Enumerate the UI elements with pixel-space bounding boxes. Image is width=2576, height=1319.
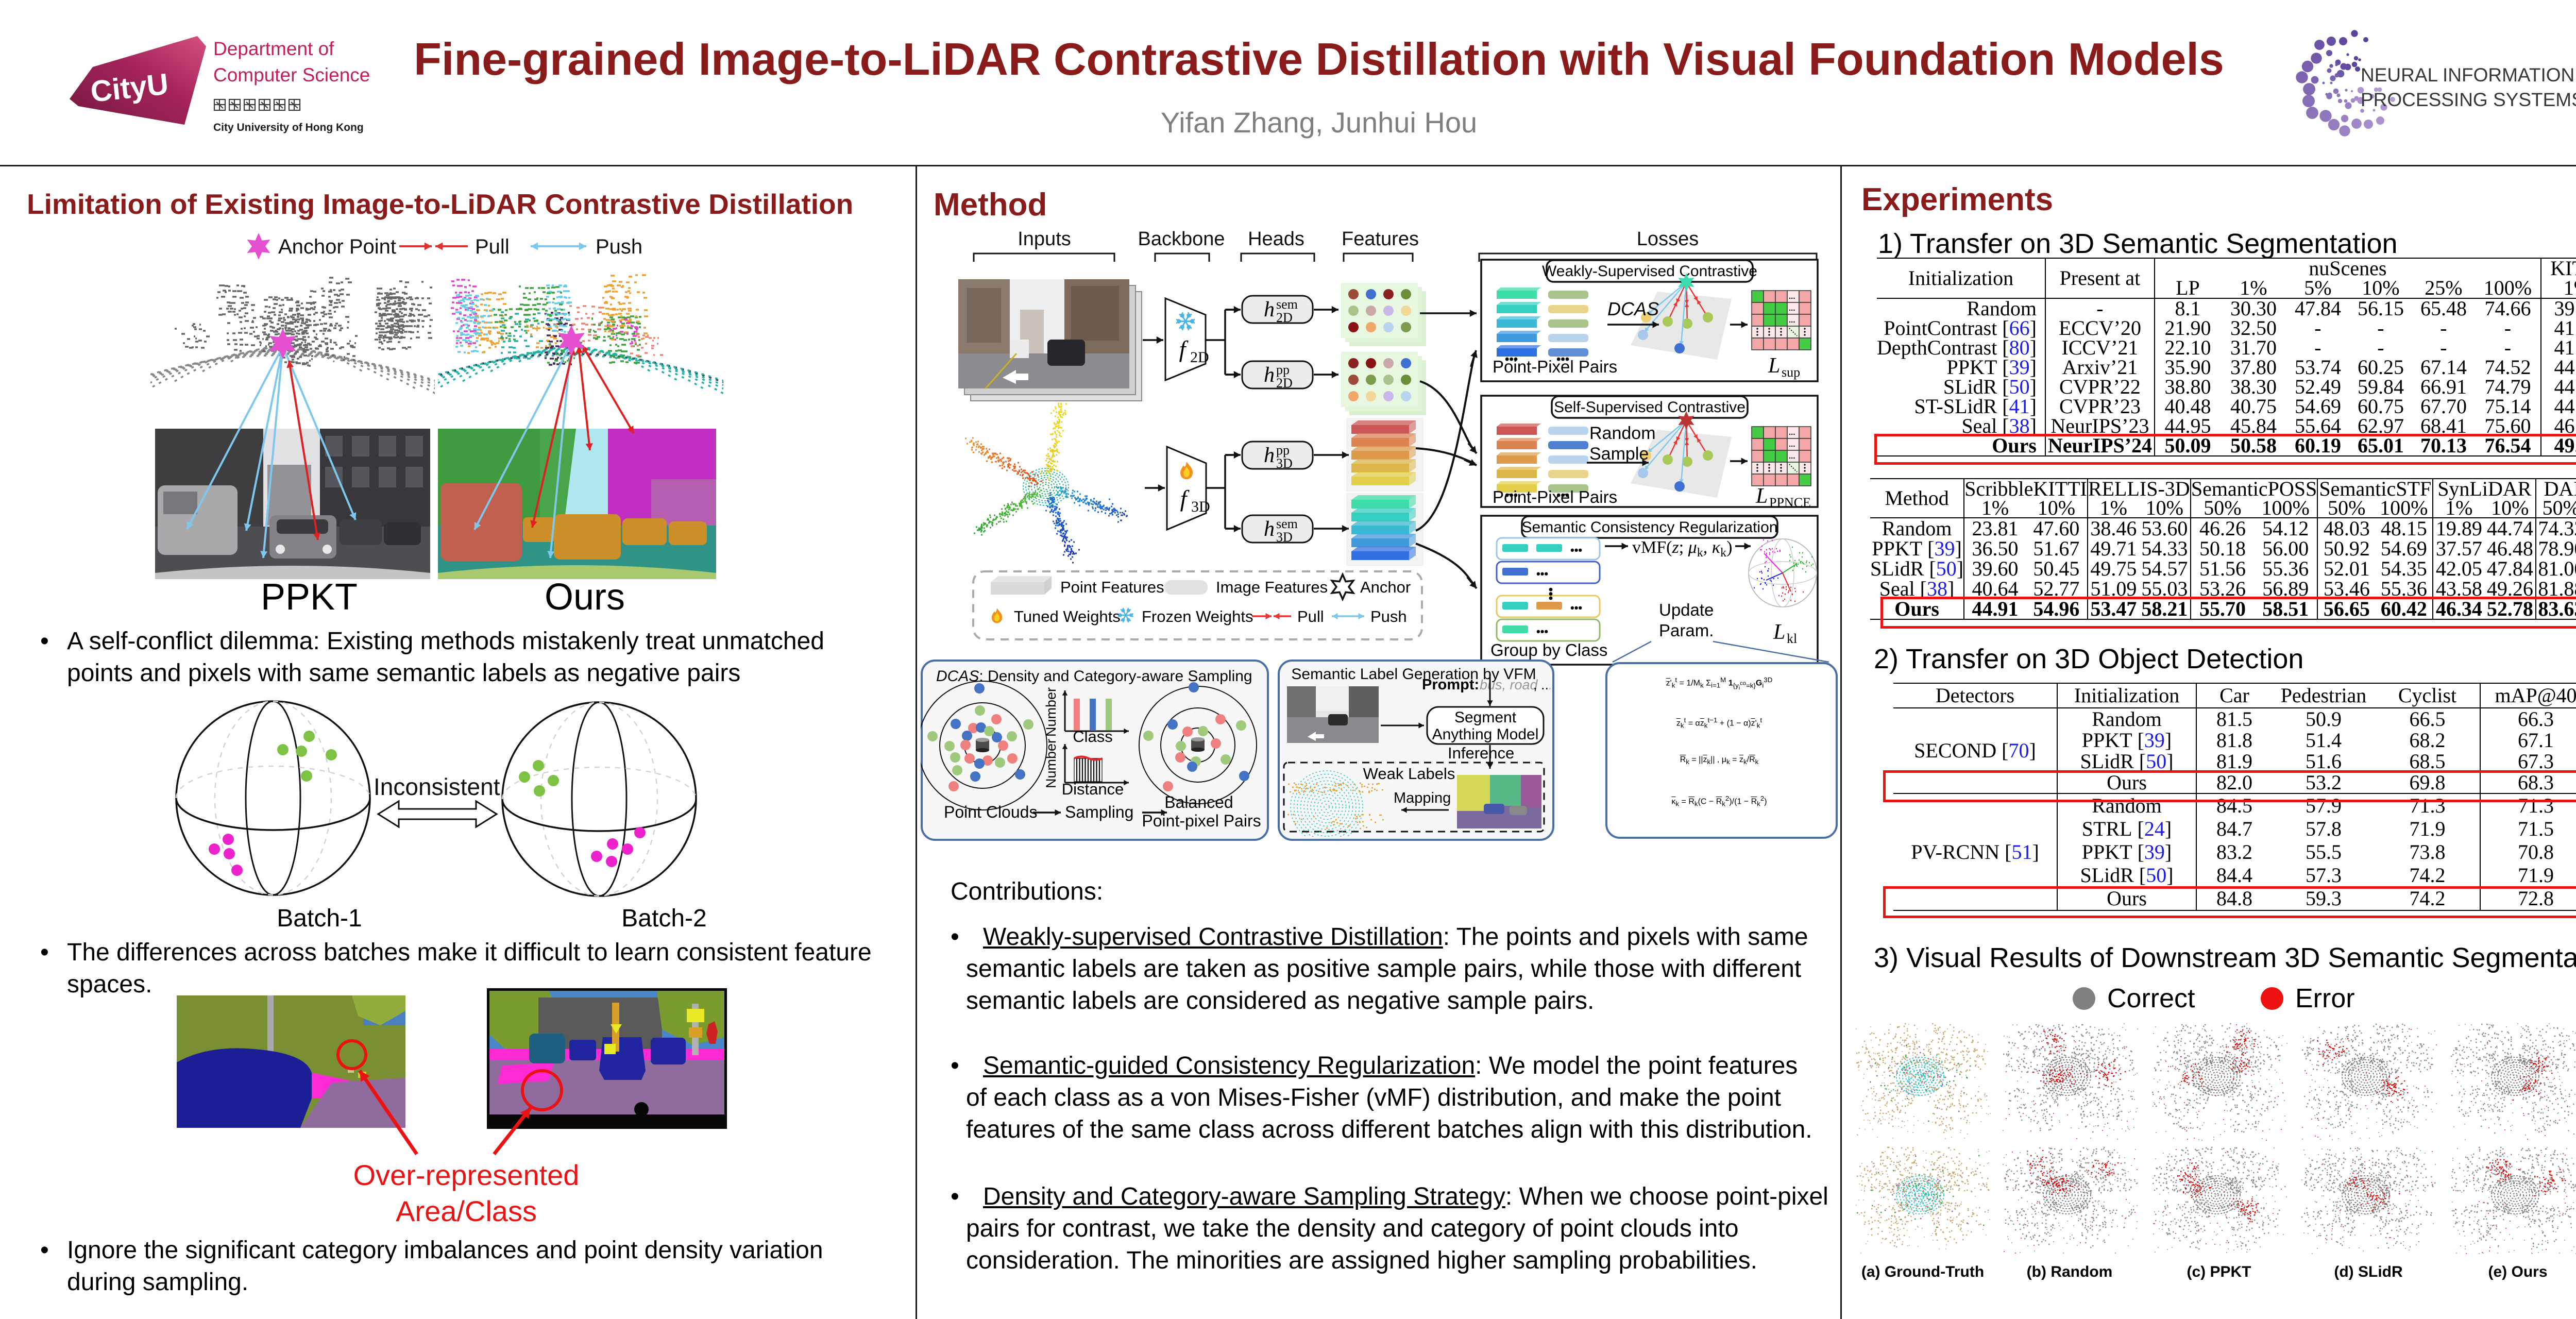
svg-text:...: ...	[1789, 292, 1795, 301]
svg-text:•••: •••	[1556, 352, 1569, 366]
svg-text:bus, road: bus, road	[1480, 677, 1538, 692]
svg-text:Losses: Losses	[1637, 228, 1699, 250]
svg-text:Segment: Segment	[1454, 709, 1517, 726]
svg-text:Anchor: Anchor	[1360, 578, 1411, 596]
svg-text:Anything Model: Anything Model	[1432, 726, 1539, 743]
svg-text:h: h	[1264, 517, 1275, 541]
svg-text:Pull: Pull	[475, 235, 510, 258]
svg-text:Class: Class	[1073, 728, 1113, 746]
svg-text:Image Features: Image Features	[1216, 578, 1328, 596]
svg-text:PPNCE: PPNCE	[1769, 495, 1811, 510]
svg-text:Semantic Label Generation by V: Semantic Label Generation by VFM	[1291, 666, 1536, 683]
svg-text:PROCESSING SYSTEMS: PROCESSING SYSTEMS	[2361, 89, 2576, 110]
svg-text:2D: 2D	[1276, 310, 1293, 325]
svg-text:L: L	[1768, 354, 1780, 378]
svg-text:sem: sem	[1276, 516, 1298, 531]
svg-text:Distance: Distance	[1062, 780, 1124, 798]
svg-text:Backbone: Backbone	[1138, 228, 1225, 250]
svg-text:Push: Push	[1370, 607, 1407, 625]
svg-text:2D: 2D	[1190, 349, 1209, 366]
svg-text:sup: sup	[1782, 365, 1800, 380]
svg-text:Correct: Correct	[2107, 984, 2195, 1013]
svg-text:sem: sem	[1276, 297, 1298, 312]
svg-text:Department of: Department of	[213, 38, 334, 59]
svg-text:3D: 3D	[1276, 456, 1293, 471]
svg-text:•••: •••	[1556, 488, 1569, 502]
svg-text:City University of Hong Kong: City University of Hong Kong	[213, 122, 364, 133]
svg-text:Sampling: Sampling	[1065, 803, 1133, 821]
svg-text:•••: •••	[1570, 544, 1582, 556]
svg-text:Balanced: Balanced	[1164, 793, 1233, 811]
svg-text:...: ...	[1789, 316, 1795, 325]
svg-text:•••: •••	[1544, 587, 1557, 600]
svg-text:Push: Push	[596, 235, 642, 258]
svg-text:...: ...	[1789, 304, 1795, 313]
svg-text:•••: •••	[1536, 625, 1548, 638]
svg-text:h: h	[1264, 444, 1275, 467]
svg-text:Self-Supervised Contrastive: Self-Supervised Contrastive	[1554, 399, 1745, 416]
svg-text:DCAS: Density and Category-awa: DCAS: Density and Category-aware Samplin…	[936, 668, 1252, 685]
svg-text:, ...: , ...	[1533, 677, 1550, 692]
svg-text:CityU: CityU	[89, 67, 170, 108]
svg-text:Error: Error	[2295, 984, 2355, 1013]
svg-text:•••: •••	[1505, 352, 1518, 366]
svg-text:Inconsistent: Inconsistent	[374, 773, 500, 800]
svg-text:kl: kl	[1787, 631, 1797, 646]
svg-text:Param.: Param.	[1659, 621, 1714, 640]
svg-text:DCAS: DCAS	[1607, 298, 1659, 319]
svg-text:•••: •••	[1570, 601, 1582, 614]
svg-text:Weak Labels: Weak Labels	[1363, 765, 1455, 783]
svg-text:Update: Update	[1659, 600, 1714, 619]
svg-text:Number: Number	[1043, 687, 1059, 737]
svg-text:Inputs: Inputs	[1018, 228, 1071, 250]
svg-text:3D: 3D	[1276, 530, 1293, 545]
svg-text:L: L	[1755, 484, 1768, 508]
svg-text:vMF(z; μk, κk): vMF(z; μk, κk)	[1632, 538, 1732, 560]
svg-text:Pull: Pull	[1297, 607, 1324, 625]
svg-text:3D: 3D	[1191, 498, 1210, 515]
svg-text:Weakly-Supervised Contrastive: Weakly-Supervised Contrastive	[1542, 263, 1757, 280]
svg-text:...: ...	[1789, 440, 1795, 449]
svg-text:h: h	[1264, 363, 1275, 387]
svg-text:Anchor Point: Anchor Point	[278, 235, 396, 258]
svg-text:h: h	[1264, 298, 1275, 322]
svg-text:pp: pp	[1276, 362, 1290, 377]
svg-text:Computer Science: Computer Science	[213, 64, 370, 86]
svg-text:2D: 2D	[1276, 376, 1293, 391]
svg-text:Sample: Sample	[1589, 444, 1649, 464]
svg-text:Frozen Weights: Frozen Weights	[1142, 607, 1253, 625]
svg-text:Number: Number	[1043, 739, 1059, 788]
svg-text:Point Clouds: Point Clouds	[944, 803, 1037, 821]
svg-text:Prompt:: Prompt:	[1422, 677, 1479, 693]
svg-text:NEURAL INFORMATION: NEURAL INFORMATION	[2361, 64, 2574, 86]
svg-text:Heads: Heads	[1248, 228, 1304, 250]
svg-text:Tuned Weights: Tuned Weights	[1014, 607, 1121, 625]
svg-text:Point Features: Point Features	[1060, 578, 1164, 596]
svg-text:L: L	[1773, 620, 1785, 644]
svg-text:Features: Features	[1342, 228, 1419, 250]
svg-text:Inference: Inference	[1448, 744, 1514, 762]
svg-text:Semantic Consistency Regulariz: Semantic Consistency Regularization	[1522, 519, 1778, 536]
svg-text:pp: pp	[1276, 443, 1290, 458]
svg-text:Point-Pixel Pairs: Point-Pixel Pairs	[1493, 487, 1617, 506]
svg-text:Point-pixel Pairs: Point-pixel Pairs	[1142, 811, 1261, 830]
svg-text:Point-Pixel Pairs: Point-Pixel Pairs	[1493, 357, 1617, 376]
svg-text:...: ...	[1789, 452, 1795, 461]
svg-text:Random: Random	[1589, 424, 1656, 443]
svg-text:Group by Class: Group by Class	[1490, 640, 1607, 660]
svg-text:Mapping: Mapping	[1394, 790, 1451, 806]
svg-text:•••: •••	[1505, 488, 1518, 502]
svg-text:•••: •••	[1536, 567, 1548, 580]
svg-text:...: ...	[1789, 428, 1795, 437]
